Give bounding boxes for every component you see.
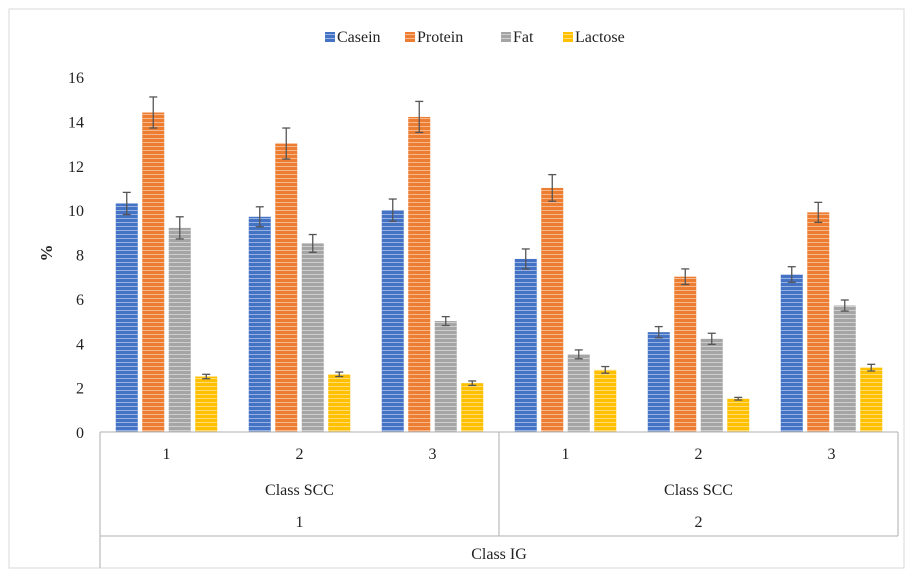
x-tick-label: 1: [163, 446, 171, 463]
bars: [115, 96, 883, 432]
bar-stripes: [594, 369, 617, 432]
legend-label: Casein: [337, 29, 381, 46]
y-tick-label: 16: [68, 70, 84, 87]
legend-item-protein: Protein: [405, 29, 463, 46]
error-bar: [867, 363, 876, 372]
y-tick-label: 0: [76, 425, 84, 442]
outer-group-label: 1: [296, 514, 304, 531]
error-bar: [814, 201, 823, 223]
error-bar: [840, 299, 849, 312]
bar-stripes: [807, 212, 830, 432]
error-bar: [548, 173, 557, 202]
error-bar: [149, 96, 158, 129]
bar-stripes: [381, 210, 404, 432]
error-bar: [574, 349, 583, 360]
bar-stripes: [142, 112, 165, 432]
error-bar: [335, 371, 344, 378]
error-bar: [521, 248, 530, 270]
y-tick-label: 14: [68, 114, 84, 131]
error-bar: [282, 127, 291, 160]
error-bar: [175, 216, 184, 240]
bar-stripes: [674, 276, 697, 432]
y-tick-label: 12: [68, 159, 84, 176]
error-bar: [707, 332, 716, 346]
bar-stripes: [727, 398, 750, 432]
error-bar: [654, 325, 663, 339]
bar-stripes: [168, 227, 191, 432]
error-bar: [122, 191, 131, 216]
x-axis-lines: [99, 431, 899, 568]
error-bar: [681, 268, 690, 286]
legend-label: Lactose: [575, 29, 625, 46]
legend-label: Protein: [417, 29, 463, 46]
legend-item-casein: Casein: [325, 29, 381, 46]
error-bar: [255, 206, 264, 228]
error-bar: [734, 396, 743, 401]
x-tick-label: 3: [828, 446, 836, 463]
bar-stripes: [275, 143, 298, 432]
legend-label: Fat: [513, 29, 534, 46]
x-tick-label: 3: [429, 446, 437, 463]
bar-stripes: [541, 187, 564, 432]
bar-stripes: [115, 203, 138, 432]
error-bar: [415, 100, 424, 134]
y-tick-label: 6: [76, 292, 84, 309]
bar-stripes: [833, 305, 856, 432]
error-bar: [468, 380, 477, 387]
bar-stripes: [195, 376, 218, 432]
bar-stripes: [647, 332, 670, 432]
legend-item-lactose: Lactose: [563, 29, 625, 46]
outer-group-label: 2: [695, 514, 703, 531]
legend-item-fat: Fat: [501, 29, 534, 46]
y-axis-label: %: [37, 245, 56, 262]
y-tick-label: 10: [68, 203, 84, 220]
error-bar: [601, 365, 610, 374]
bar-stripes: [860, 367, 883, 432]
outer-axis-label: Class IG: [471, 546, 527, 563]
legend: Casein Protein Fat Lactose: [325, 29, 625, 46]
y-tick-label: 8: [76, 248, 84, 265]
error-bar: [388, 198, 397, 222]
error-bar: [202, 373, 211, 380]
bar-stripes: [567, 354, 590, 432]
bar-stripes: [434, 321, 457, 432]
bar-stripes: [461, 383, 484, 432]
bar-stripes: [328, 374, 351, 432]
y-axis: 0 2 4 6 8 10 12 14 16: [68, 70, 84, 442]
error-bar: [787, 266, 796, 283]
bar-stripes: [301, 243, 324, 432]
x-tick-label: 1: [562, 446, 570, 463]
bar-stripes: [408, 116, 431, 432]
error-bar: [308, 233, 317, 253]
x-tick-label: 2: [296, 446, 304, 463]
bar-stripes: [514, 258, 537, 432]
x-tick-label: 2: [695, 446, 703, 463]
bar-stripes: [700, 338, 723, 432]
group-label: Class SCC: [664, 482, 733, 499]
group-label: Class SCC: [265, 482, 334, 499]
bar-stripes: [248, 216, 271, 432]
x-axis: 1 2 3 1 2 3 Class SCC 1 Class SCC 2 Class IG: [99, 431, 899, 568]
error-bar: [441, 315, 450, 327]
y-tick-label: 2: [76, 381, 84, 398]
bar-stripes: [780, 274, 803, 432]
y-tick-label: 4: [76, 336, 84, 353]
